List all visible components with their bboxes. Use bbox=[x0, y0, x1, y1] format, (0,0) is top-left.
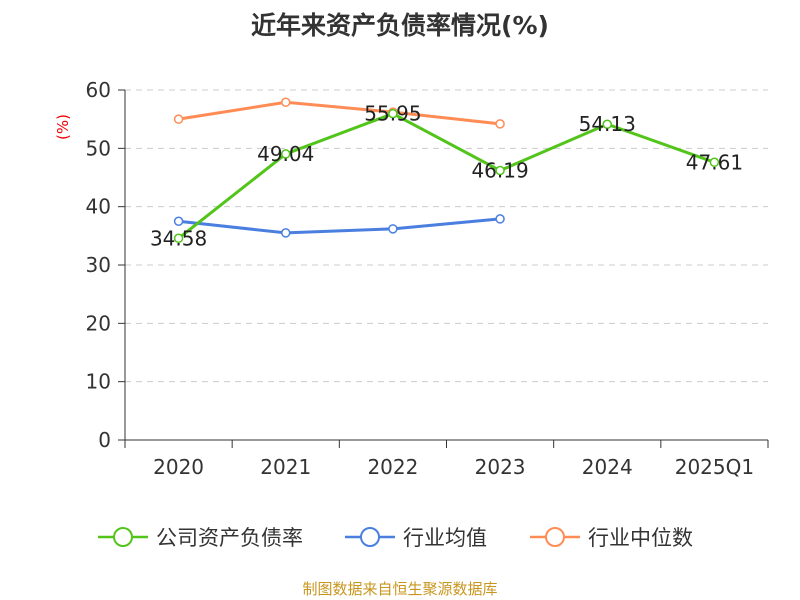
source-note: 制图数据来自恒生聚源数据库 bbox=[302, 580, 498, 598]
y-tick-label: 0 bbox=[98, 428, 111, 452]
legend-marker bbox=[545, 527, 565, 547]
data-label: 54.13 bbox=[579, 112, 636, 136]
series-line-2 bbox=[178, 100, 501, 126]
data-point bbox=[173, 233, 184, 244]
legend-label: 公司资产负债率 bbox=[156, 526, 303, 550]
x-tick-label: 2023 bbox=[475, 455, 526, 479]
data-point bbox=[388, 108, 398, 119]
x-tick-label: 2020 bbox=[153, 455, 204, 479]
y-tick-label: 10 bbox=[86, 370, 111, 394]
legend-marker bbox=[113, 527, 133, 547]
data-point bbox=[281, 228, 291, 238]
y-tick-label: 30 bbox=[86, 253, 111, 277]
data-label: 55.95 bbox=[364, 102, 421, 126]
x-tick-label: 2022 bbox=[367, 455, 418, 479]
data-point bbox=[281, 97, 291, 107]
data-label: 47.61 bbox=[686, 150, 743, 174]
data-point bbox=[709, 157, 720, 168]
y-tick-label: 20 bbox=[86, 311, 111, 335]
data-point bbox=[173, 216, 184, 226]
y-axis-label: (%) bbox=[54, 114, 72, 140]
legend-label: 行业中位数 bbox=[588, 526, 693, 550]
chart-title: 近年来资产负债率情况(%) bbox=[251, 11, 549, 40]
data-label: 49.04 bbox=[257, 142, 314, 166]
data-point bbox=[388, 224, 398, 234]
legend-label: 行业均值 bbox=[403, 526, 487, 550]
data-label: 34.58 bbox=[150, 226, 207, 250]
data-point bbox=[495, 214, 505, 224]
data-point bbox=[495, 119, 505, 129]
x-tick-label: 2024 bbox=[582, 455, 633, 479]
x-tick-label: 2021 bbox=[260, 455, 311, 479]
x-tick-label: 2025Q1 bbox=[675, 455, 754, 479]
data-point bbox=[281, 149, 291, 159]
series-line-1 bbox=[178, 217, 501, 235]
series-line-0 bbox=[177, 111, 715, 240]
data-point bbox=[173, 114, 184, 124]
y-tick-label: 60 bbox=[86, 78, 111, 102]
y-tick-label: 50 bbox=[86, 136, 111, 160]
data-point bbox=[602, 119, 612, 129]
legend-marker bbox=[360, 527, 380, 547]
y-tick-label: 40 bbox=[86, 195, 111, 219]
data-label: 46.19 bbox=[471, 159, 528, 183]
data-point bbox=[495, 165, 505, 176]
